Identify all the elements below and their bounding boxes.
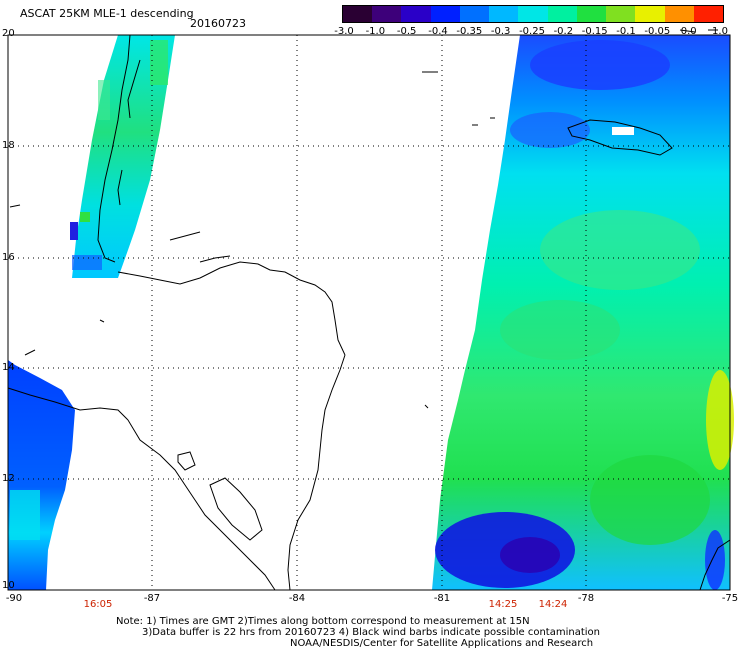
lat-label-18: 18 xyxy=(2,140,15,151)
swath-northwest xyxy=(70,35,175,278)
pass-time-1: 16:05 xyxy=(84,599,113,610)
note-line-2: 3)Data buffer is 22 hrs from 20160723 4)… xyxy=(142,627,600,638)
lat-label-12: 12 xyxy=(2,473,15,484)
lon-label-81: -81 xyxy=(434,593,450,604)
lon-label-84: -84 xyxy=(289,593,305,604)
lat-label-20: 20 xyxy=(2,28,15,39)
pass-time-2: 14:25 xyxy=(489,599,518,610)
note-line-1: Note: 1) Times are GMT 2)Times along bot… xyxy=(116,616,530,627)
lon-label-87: -87 xyxy=(144,593,160,604)
swath-southwest xyxy=(8,360,75,590)
data-gap xyxy=(612,127,634,135)
lon-label-78: -78 xyxy=(578,593,594,604)
lon-label-75: -75 xyxy=(722,593,738,604)
pass-time-3: 14:24 xyxy=(539,599,568,610)
swath-east xyxy=(432,35,734,590)
note-line-3: NOAA/NESDIS/Center for Satellite Applica… xyxy=(290,638,593,649)
lat-label-16: 16 xyxy=(2,252,15,263)
lat-label-14: 14 xyxy=(2,362,15,373)
lon-label-90: -90 xyxy=(6,593,22,604)
lat-label-10: 10 xyxy=(2,580,15,591)
